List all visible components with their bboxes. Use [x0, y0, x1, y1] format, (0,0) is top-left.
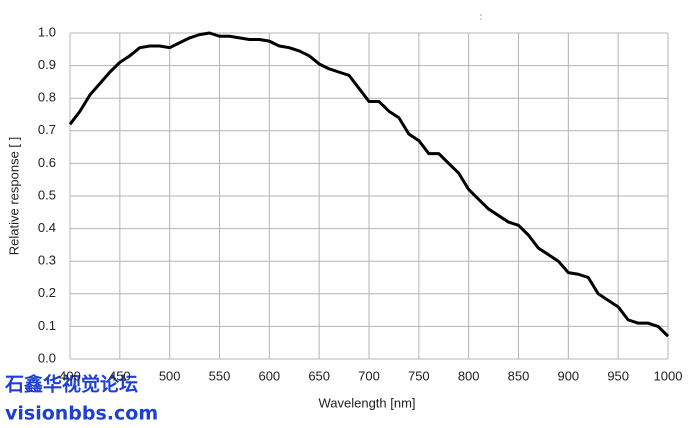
x-tick-label: 400 — [59, 368, 81, 383]
y-tick-label: 0.0 — [38, 350, 56, 365]
x-tick-label: 450 — [109, 368, 131, 383]
y-tick-label: 0.7 — [38, 122, 56, 137]
y-tick-label: 0.2 — [38, 285, 56, 300]
watermark: visionbbs.com — [5, 403, 158, 425]
x-tick-label: 700 — [358, 368, 380, 383]
x-tick-label: 500 — [159, 368, 181, 383]
line — [68, 31, 670, 338]
x-tick-label: 900 — [557, 368, 579, 383]
y-tick-label: 0.3 — [38, 253, 56, 268]
x-tick-label: 600 — [258, 368, 280, 383]
watermark: 石鑫华视觉论坛 — [4, 373, 138, 396]
y-tick-label: 0.6 — [38, 155, 56, 170]
y-tick-label: 1.0 — [38, 24, 56, 39]
x-tick-label: 650 — [308, 368, 330, 383]
y-tick-label: 0.9 — [38, 57, 56, 72]
x-tick-label: 950 — [607, 368, 629, 383]
x-tick-label: 1000 — [654, 368, 683, 383]
y-tick-label: 0.8 — [38, 90, 56, 105]
x-tick-label: 850 — [508, 368, 530, 383]
x-tick-label: 750 — [408, 368, 430, 383]
y-tick-label: 0.5 — [38, 187, 56, 202]
x-tick-label: 550 — [209, 368, 231, 383]
annotation: : — [480, 11, 483, 21]
x-axis-title: Wavelength [nm] — [318, 395, 415, 410]
y-tick-label: 0.1 — [38, 318, 56, 333]
y-tick-label: 0.4 — [38, 220, 56, 235]
y-axis-title: Relative response [ ] — [6, 137, 21, 256]
x-tick-label: 800 — [458, 368, 480, 383]
